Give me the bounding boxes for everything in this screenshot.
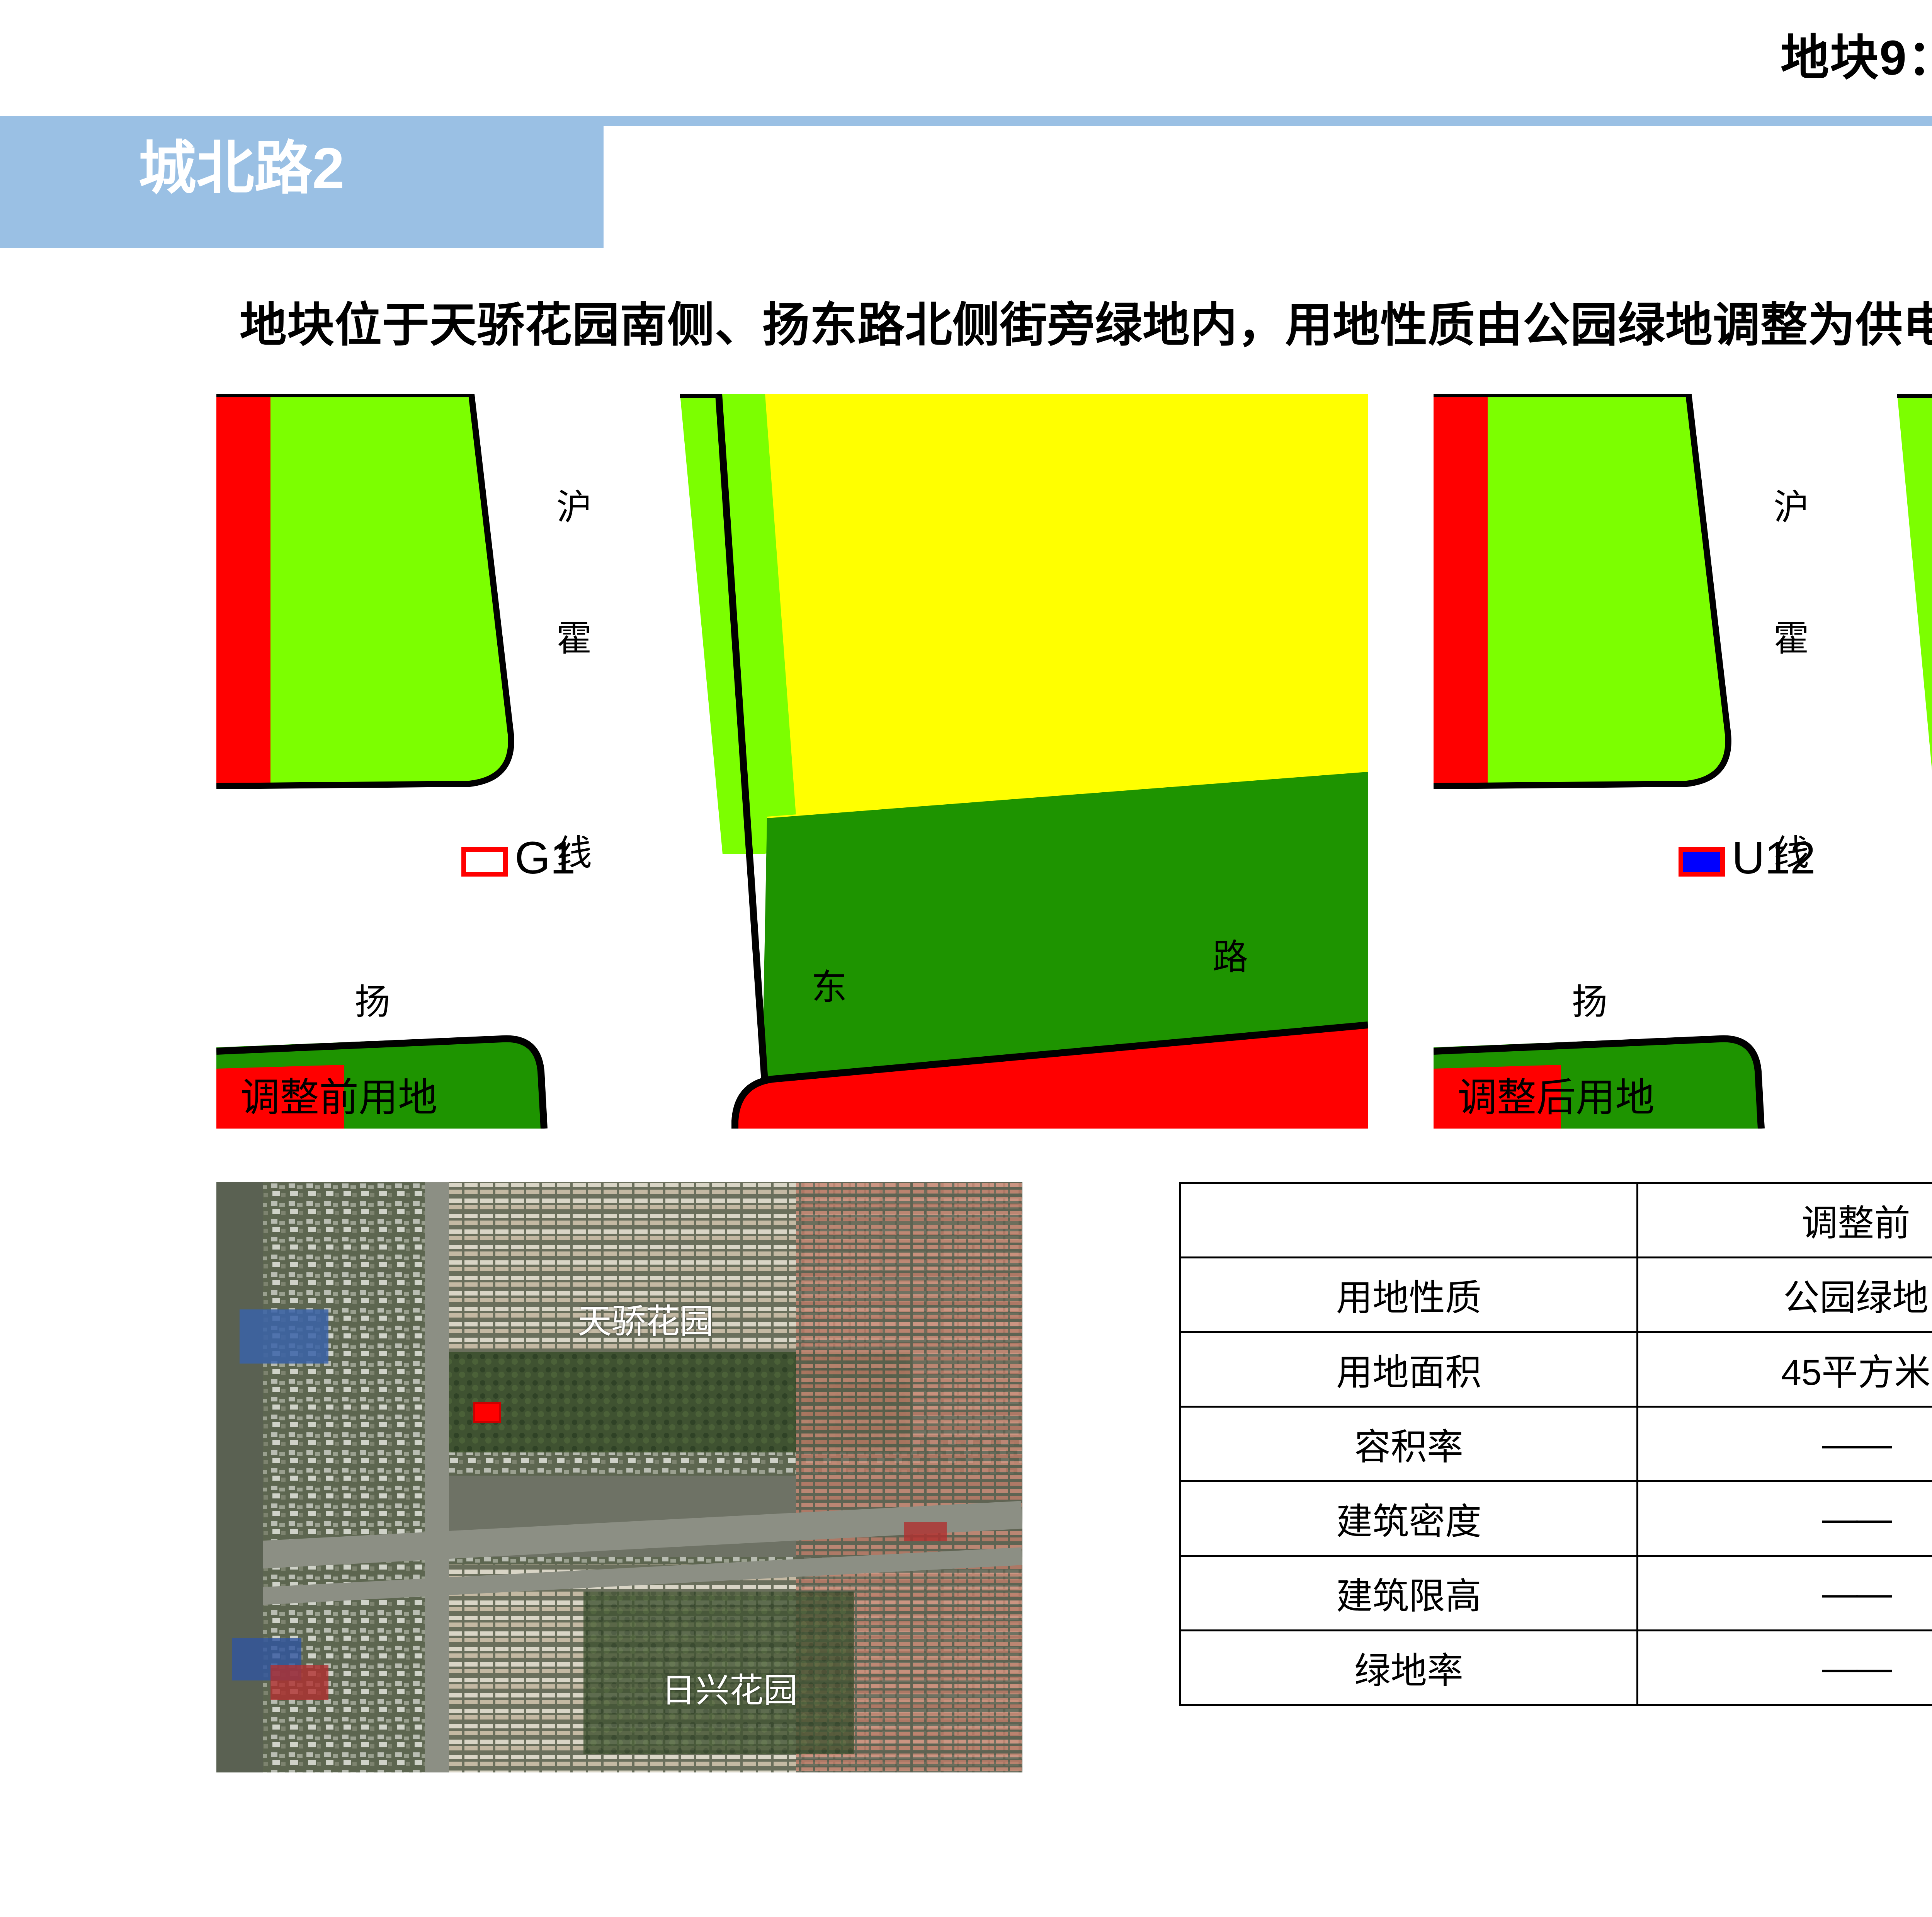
row-value-before: 45平方米	[1636, 1331, 1932, 1408]
table-header-blank	[1179, 1182, 1638, 1258]
table-header-before: 调整前	[1636, 1182, 1932, 1258]
row-value-before: ——	[1636, 1629, 1932, 1706]
map-label-rail-1: 沪	[556, 488, 592, 527]
map-caption-after: 调整后用地	[1458, 1076, 1655, 1120]
aerial-label-rixing-garden: 日兴花园	[662, 1671, 798, 1709]
map-label-rail-2: 霍	[556, 619, 592, 659]
table-row: 用地面积 45平方米 45平方米	[1179, 1331, 1932, 1408]
map-label-rail-3: 线	[556, 833, 592, 873]
map-label-road-east: 路	[1213, 938, 1248, 977]
map-label-road-mid: 东	[811, 968, 847, 1007]
block-northwest	[216, 394, 514, 789]
map-label-road-west: 扬	[355, 982, 391, 1022]
parcel-marker-rect	[461, 847, 508, 877]
map-before-adjustment: 沪 霍 线 扬 东 路 G1 调整前用地	[216, 394, 1368, 1129]
block-northeast	[680, 394, 1368, 1118]
table-header-row: 调整前 调整后	[1179, 1182, 1932, 1258]
row-label: 容积率	[1179, 1406, 1638, 1482]
row-value-before: 公园绿地	[1636, 1256, 1932, 1333]
block-northeast	[1897, 394, 1932, 771]
row-label: 用地面积	[1179, 1331, 1638, 1408]
description-text: 地块位于天骄花园南侧、扬东路北侧街旁绿地内，用地性质由公园绿地调整为供电用地。	[240, 299, 1932, 351]
table-row: 容积率 —— 0. 5	[1179, 1406, 1932, 1482]
row-value-before: ——	[1636, 1555, 1932, 1631]
row-label: 建筑密度	[1179, 1480, 1638, 1557]
row-label: 绿地率	[1179, 1629, 1638, 1706]
table-row: 绿地率 —— ——	[1179, 1629, 1932, 1706]
aerial-photo: 天骄花园 日兴花园	[216, 1182, 1022, 1772]
table-row: 建筑限高 —— 12米	[1179, 1555, 1932, 1631]
aerial-site-marker	[473, 1402, 501, 1423]
row-label: 用地性质	[1179, 1256, 1638, 1333]
slide-header: 地块9：唯新路、城北路相关开闭所地块	[0, 0, 1932, 116]
row-label: 建筑限高	[1179, 1555, 1638, 1631]
map-label-rail-3: 线	[1774, 833, 1810, 873]
aerial-label-tianjiao-garden: 天骄花园	[578, 1302, 714, 1340]
parcel-code-label: U12	[1732, 833, 1816, 884]
table-row: 用地性质 公园绿地 供电用地	[1179, 1256, 1932, 1333]
map-before-svg	[216, 394, 1368, 1129]
parcel-code-label: G1	[515, 833, 576, 884]
parcel-marker-rect	[1679, 847, 1725, 877]
spec-comparison-table: 调整前 调整后 用地性质 公园绿地 供电用地 用地面积 45平方米 45平方米 …	[1179, 1182, 1932, 1706]
row-value-before: ——	[1636, 1406, 1932, 1482]
map-caption-before: 调整前用地	[240, 1076, 437, 1120]
aerial-photo-imagery	[216, 1182, 1022, 1772]
block-southeast	[731, 1021, 1368, 1129]
table-row: 建筑密度 —— ——	[1179, 1480, 1932, 1557]
block-northwest	[1434, 394, 1731, 789]
block-southwest	[216, 1035, 548, 1129]
map-label-road-west: 扬	[1572, 982, 1608, 1022]
map-label-rail-2: 霍	[1774, 619, 1810, 659]
header-title: 地块9：唯新路、城北路相关开闭所地块	[1780, 31, 1932, 85]
block-southwest	[1434, 1035, 1765, 1129]
title-banner: 城北路2	[0, 116, 604, 248]
page-title: 城北路2	[138, 136, 345, 201]
map-after-adjustment: 沪 霍 线 扬 东 路 U12 调整后用地	[1434, 394, 1932, 1129]
row-value-before: ——	[1636, 1480, 1932, 1557]
map-after-svg	[1434, 394, 1932, 1129]
map-label-rail-1: 沪	[1774, 488, 1810, 527]
